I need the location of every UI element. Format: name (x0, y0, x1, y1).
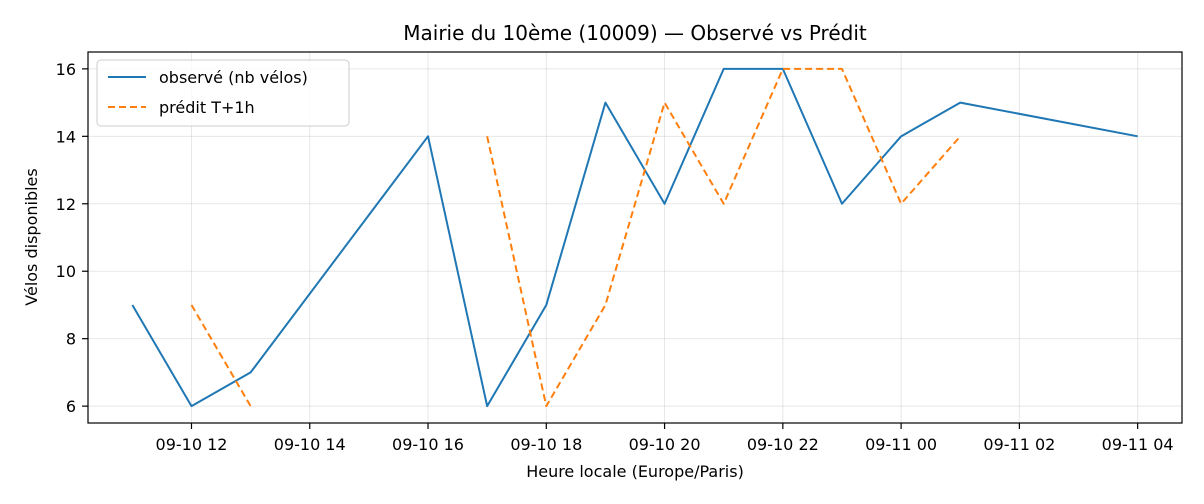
x-tick-label: 09-10 18 (510, 435, 582, 454)
x-tick-label: 09-10 16 (392, 435, 464, 454)
y-axis: 6 8 10 12 14 16 (56, 60, 88, 416)
x-tick-label: 09-10 22 (747, 435, 819, 454)
legend-label-predicted: prédit T+1h (159, 98, 255, 117)
y-tick-label: 16 (56, 60, 76, 79)
plot-frame (87, 51, 1183, 424)
y-tick-label: 12 (56, 195, 76, 214)
legend-box (96, 59, 350, 127)
series-line-predicted (190, 304, 252, 407)
chart-title: Mairie du 10ème (10009) — Observé vs Pré… (403, 21, 867, 45)
series-line-observed (131, 67, 1138, 408)
y-tick-label: 10 (56, 262, 76, 281)
series-layer (131, 67, 1138, 408)
x-axis: 09-10 12 09-10 14 09-10 16 09-10 18 09-10 20… (156, 423, 1174, 454)
legend-label-observed: observé (nb vélos) (159, 68, 308, 87)
x-tick-label: 09-11 00 (865, 435, 937, 454)
x-axis-label: Heure locale (Europe/Paris) (526, 462, 744, 481)
legend: observé (nb vélos) prédit T+1h (96, 59, 350, 127)
x-tick-label: 09-10 14 (274, 435, 346, 454)
y-tick-label: 14 (56, 127, 76, 146)
y-tick-label: 8 (66, 330, 76, 349)
x-tick-label: 09-10 12 (156, 435, 228, 454)
x-tick-label: 09-11 02 (983, 435, 1055, 454)
y-axis-label: Vélos disponibles (22, 168, 41, 305)
x-tick-label: 09-11 04 (1102, 435, 1174, 454)
y-tick-label: 6 (66, 397, 76, 416)
x-tick-label: 09-10 20 (629, 435, 701, 454)
series-line-predicted (486, 67, 961, 408)
